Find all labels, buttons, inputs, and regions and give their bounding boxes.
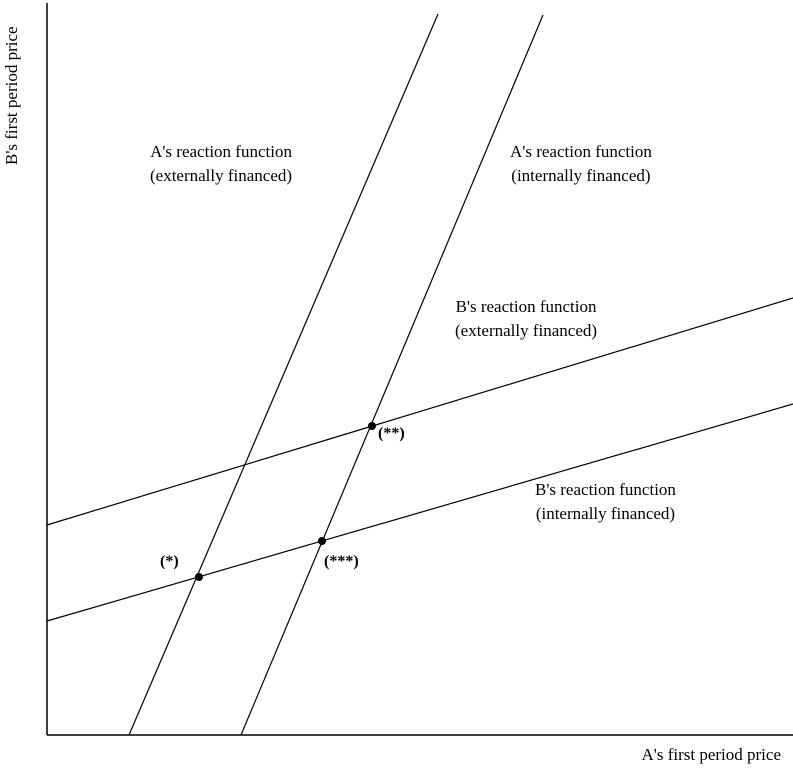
a-external-label-line1: A's reaction function (150, 142, 292, 161)
equilibrium-point-single (195, 573, 203, 581)
b-external-label-line2: (externally financed) (455, 321, 598, 340)
a-internal-label-line2: (internally financed) (511, 166, 651, 185)
b-external-label: B's reaction function (externally financ… (455, 295, 597, 343)
a-internal-label-line1: A's reaction function (510, 142, 652, 161)
a-external-label-line2: (externally financed) (150, 166, 293, 185)
y-axis-label: B's first period price (2, 26, 21, 165)
b-internal-label-line1: B's reaction function (535, 480, 676, 499)
equilibrium-label-double: (**) (378, 425, 405, 442)
a-reaction-external-line (128, 13, 439, 736)
b-internal-label-line2: (internally financed) (535, 504, 676, 523)
x-axis-label: A's first period price (641, 745, 782, 764)
equilibrium-point-double (368, 422, 376, 430)
equilibrium-point-triple (318, 537, 326, 545)
equilibrium-label-triple: (***) (324, 553, 359, 570)
a-external-label: A's reaction function (externally financ… (150, 140, 292, 188)
equilibrium-label-single: (*) (160, 553, 179, 570)
b-reaction-external-line (46, 297, 793, 526)
a-internal-label: A's reaction function (internally financ… (510, 140, 652, 188)
a-reaction-internal-line (240, 14, 544, 736)
b-internal-label: B's reaction function (internally financ… (535, 478, 676, 526)
b-external-label-line1: B's reaction function (455, 297, 597, 316)
b-reaction-internal-line (46, 403, 793, 622)
